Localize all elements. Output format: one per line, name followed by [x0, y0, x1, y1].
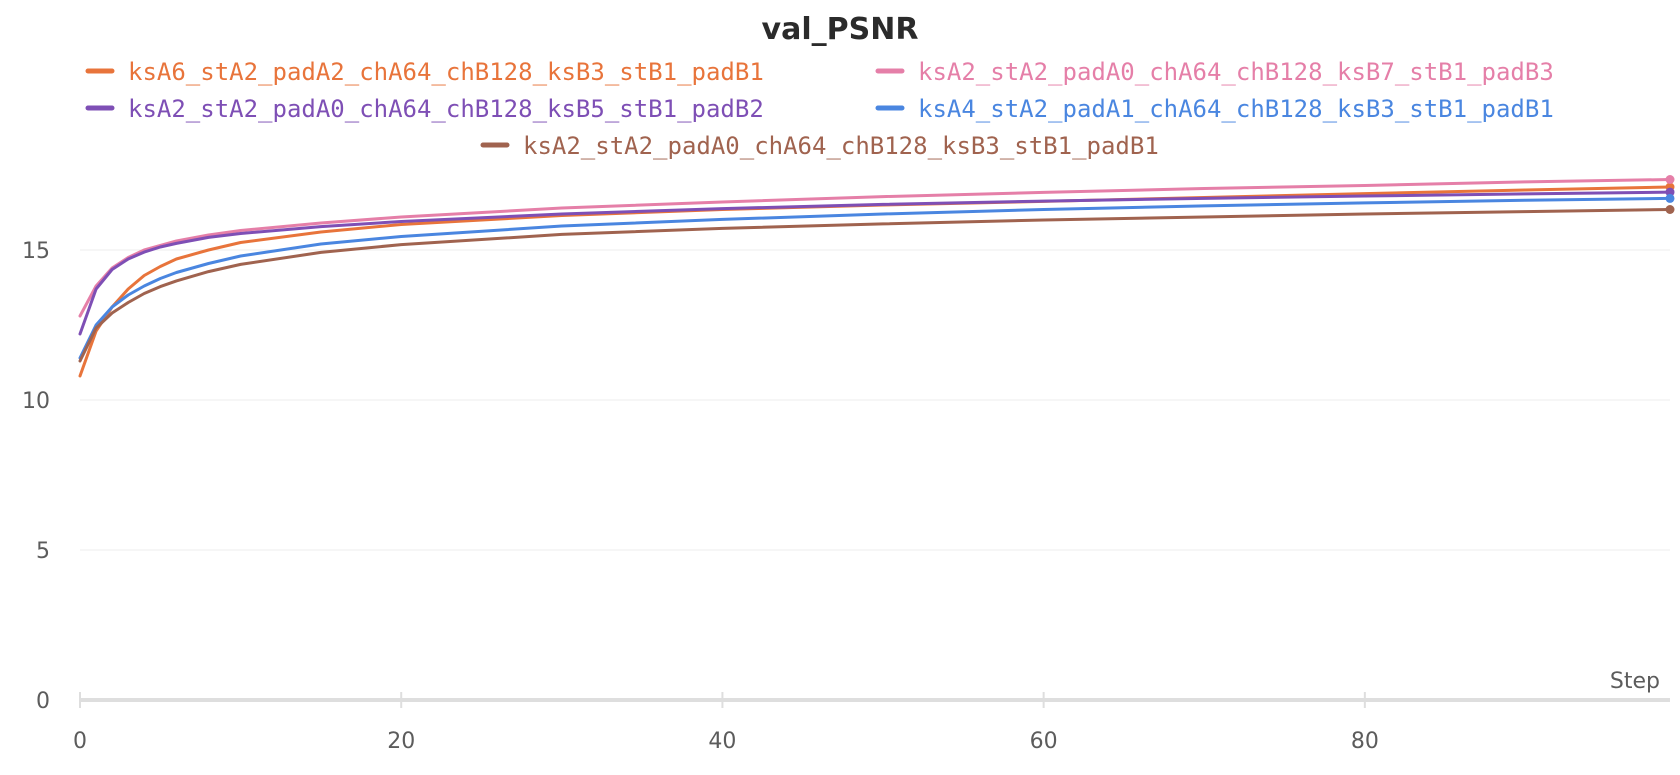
series-line-3: [78, 190, 1672, 336]
y-tick-label-0: 0: [36, 689, 50, 714]
series-endpoint-3: [1665, 187, 1675, 197]
x-tick-label-0: 0: [73, 729, 87, 754]
series-line-2: [78, 178, 1672, 318]
x-tick-label-60: 60: [1030, 729, 1058, 754]
legend-label-5: ksA2_stA2_padA0_chA64_chB128_ksB3_stB1_p…: [523, 132, 1159, 160]
x-tick-label-20: 20: [387, 729, 415, 754]
legend-label-2: ksA2_stA2_padA0_chA64_chB128_ksB7_stB1_p…: [918, 58, 1554, 86]
x-tick-label-40: 40: [708, 729, 736, 754]
y-tick-label-5: 5: [36, 539, 50, 564]
legend-label-3: ksA2_stA2_padA0_chA64_chB128_ksB5_stB1_p…: [128, 95, 764, 123]
series-line-5: [78, 208, 1672, 363]
y-tick-label-10: 10: [22, 389, 50, 414]
chart-title: val_PSNR: [761, 12, 919, 47]
series-endpoint-2: [1665, 175, 1675, 184]
series-line-4: [78, 196, 1672, 360]
legend-label-4: ksA4_stA2_padA1_chA64_chB128_ksB3_stB1_p…: [918, 95, 1554, 123]
x-axis-label: Step: [1610, 669, 1660, 694]
x-tick-label-80: 80: [1351, 729, 1379, 754]
legend-label-1: ksA6_stA2_padA2_chA64_chB128_ksB3_stB1_p…: [128, 58, 764, 86]
series-endpoint-5: [1665, 205, 1675, 214]
y-tick-label-15: 15: [22, 239, 50, 264]
series-endpoint-4: [1665, 193, 1675, 203]
